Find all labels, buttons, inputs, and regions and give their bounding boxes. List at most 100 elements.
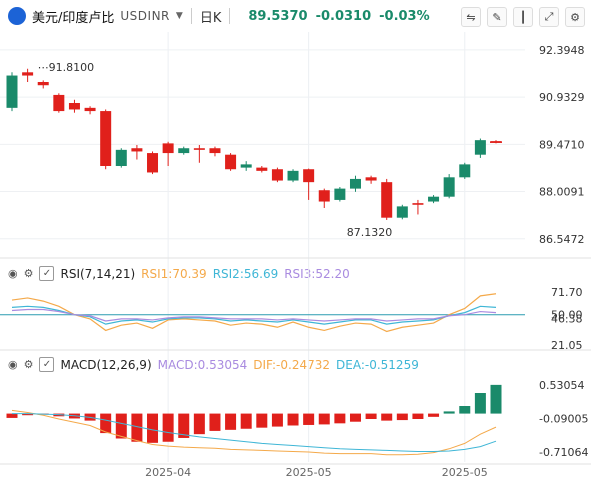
macd-bar	[365, 413, 377, 419]
y-tick-label: 89.4710	[539, 138, 585, 151]
chevron-down-icon: ▼	[175, 11, 183, 21]
candle-body	[412, 203, 424, 205]
candle-body	[115, 149, 127, 166]
candle-body	[365, 177, 377, 181]
x-tick-label: 2025-04	[145, 466, 191, 479]
dif-line	[11, 409, 497, 456]
candle-body	[53, 94, 65, 112]
y-tick-label: -0.09005	[539, 412, 588, 425]
macd-bar	[100, 413, 112, 434]
globe-icon	[8, 7, 26, 25]
indicator-icon[interactable]: ⇋	[461, 7, 481, 27]
macd-bar	[22, 413, 34, 416]
macd-bar	[256, 413, 268, 428]
candle-body	[240, 164, 252, 168]
candle-body	[334, 188, 346, 200]
visibility-eye-icon[interactable]: ◉	[8, 267, 18, 280]
candle-body	[147, 153, 159, 173]
x-tick-label: 2025-05	[286, 466, 332, 479]
macd-bar	[334, 413, 346, 424]
macd-bar	[287, 413, 299, 426]
macd-bar	[209, 413, 221, 431]
macd-bar	[271, 413, 283, 427]
candle-body	[131, 148, 143, 152]
candle-body	[459, 164, 471, 178]
toolbar-actions: ⇋ ✎ ┃ ⤢ ⚙	[461, 7, 585, 27]
dif-value: DIF:-0.24732	[253, 357, 331, 372]
macd-header: ◉ ⚙ ✓ MACD(12,26,9) MACD:0.53054 DIF:-0.…	[8, 357, 419, 372]
macd-bar	[318, 413, 330, 425]
fullscreen-icon[interactable]: ⤢	[539, 7, 559, 27]
settings-icon[interactable]: ⚙	[23, 267, 34, 280]
candle-body	[443, 177, 455, 197]
y-tick-label: -0.71064	[539, 446, 588, 459]
candle-body	[225, 154, 237, 170]
y-tick-label: 0.53054	[539, 379, 585, 392]
candle-body	[68, 103, 80, 110]
settings-icon[interactable]: ⚙	[565, 7, 585, 27]
macd-bar	[303, 413, 315, 425]
chart-toolbar: 美元/印度卢比 USDINR ▼ 日K 89.5370 -0.0310 -0.0…	[0, 0, 591, 32]
candle-body	[162, 143, 174, 154]
pair-name: 美元/印度卢比	[32, 10, 115, 26]
macd-bar	[6, 413, 18, 418]
candle-body	[396, 206, 408, 218]
candle-body	[209, 148, 221, 154]
rsi-series-2	[11, 305, 497, 325]
macd-bar	[193, 413, 205, 435]
rsi-series-3	[11, 308, 497, 322]
macd-value: MACD:0.53054	[157, 357, 248, 372]
dea-value: DEA:-0.51259	[336, 357, 419, 372]
y-tick-label: 90.9329	[539, 91, 585, 104]
macd-bar	[240, 413, 252, 429]
rsi1-value: RSI1:70.39	[141, 266, 207, 281]
candle-body	[22, 72, 34, 76]
y-tick-label: 92.3948	[539, 44, 585, 57]
candle-body	[287, 170, 299, 181]
rsi-header: ◉ ⚙ ✓ RSI(7,14,21) RSI1:70.39 RSI2:56.69…	[8, 266, 350, 281]
macd-bar	[381, 413, 393, 421]
macd-bar	[490, 384, 502, 414]
candle-body	[37, 82, 49, 86]
y-tick-label: 50.00	[551, 309, 583, 322]
toolbar-divider	[229, 8, 231, 24]
last-price: 89.5370	[248, 8, 308, 24]
macd-bar	[459, 406, 471, 414]
y-tick-label: 88.0091	[539, 186, 585, 199]
y-tick-label: 21.05	[551, 339, 583, 352]
candle-body	[474, 140, 486, 155]
macd-bar	[443, 411, 455, 414]
macd-bar	[428, 413, 440, 417]
draw-tool-icon[interactable]: ✎	[487, 7, 507, 27]
y-tick-label: 86.5472	[539, 233, 585, 246]
timeframe-selector[interactable]: 日K	[199, 10, 222, 26]
candle-body	[6, 75, 18, 108]
y-tick-label: 71.70	[551, 286, 583, 299]
macd-bar	[147, 413, 159, 443]
y-tick-label: 46.38	[551, 312, 583, 325]
x-tick-label: 2025-05	[442, 466, 488, 479]
candle-body	[381, 182, 393, 218]
macd-bar	[131, 413, 143, 442]
rsi3-value: RSI3:52.20	[284, 266, 350, 281]
checkbox-icon[interactable]: ✓	[39, 266, 55, 281]
dea-line	[12, 413, 497, 452]
settings-icon[interactable]: ⚙	[23, 358, 34, 371]
rsi-label: RSI(7,14,21)	[60, 266, 136, 281]
candle-type-icon[interactable]: ┃	[513, 7, 533, 27]
candle-body	[84, 107, 96, 112]
instrument-selector[interactable]: 美元/印度卢比 USDINR ▼	[0, 7, 183, 26]
candle-body	[193, 148, 205, 150]
candle-body	[349, 178, 361, 189]
macd-label: MACD(12,26,9)	[60, 357, 152, 372]
visibility-eye-icon[interactable]: ◉	[8, 358, 18, 371]
candle-body	[318, 190, 330, 202]
macd-bar	[349, 413, 361, 422]
checkbox-icon[interactable]: ✓	[39, 357, 55, 372]
price-change-percent: -0.03%	[379, 8, 430, 24]
macd-bar	[474, 393, 486, 414]
high-annotation: ⋯91.8100	[38, 61, 94, 74]
macd-bar	[412, 413, 424, 419]
candle-body	[271, 169, 283, 181]
